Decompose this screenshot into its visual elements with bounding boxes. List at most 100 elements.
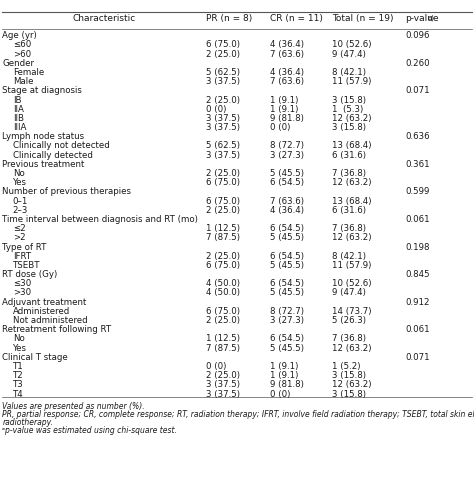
Text: 6 (31.6): 6 (31.6) [332,206,366,215]
Text: ≤2: ≤2 [13,224,26,233]
Text: 3 (15.8): 3 (15.8) [332,371,366,380]
Text: 0.096: 0.096 [405,31,430,40]
Text: 0.198: 0.198 [405,243,430,251]
Text: 0.061: 0.061 [405,215,430,224]
Text: Total (n = 19): Total (n = 19) [332,14,393,23]
Text: 3 (37.5): 3 (37.5) [206,151,240,160]
Text: 8 (72.7): 8 (72.7) [270,141,304,150]
Text: 1  (5.3): 1 (5.3) [332,105,363,114]
Text: 7 (36.8): 7 (36.8) [332,224,366,233]
Text: 3 (37.5): 3 (37.5) [206,389,240,398]
Text: 0–1: 0–1 [13,197,28,206]
Text: 13 (68.4): 13 (68.4) [332,197,371,206]
Text: 2 (25.0): 2 (25.0) [206,316,240,325]
Text: 9 (47.4): 9 (47.4) [332,50,365,59]
Text: 5 (45.5): 5 (45.5) [270,234,304,243]
Text: 9 (81.8): 9 (81.8) [270,114,304,123]
Text: 7 (87.5): 7 (87.5) [206,344,240,353]
Text: IIIA: IIIA [13,123,26,132]
Text: T4: T4 [13,389,24,398]
Text: 3 (27.3): 3 (27.3) [270,316,304,325]
Text: 0.912: 0.912 [405,298,430,307]
Text: 9 (81.8): 9 (81.8) [270,380,304,389]
Text: CR (n = 11): CR (n = 11) [270,14,323,23]
Text: 0 (0): 0 (0) [206,362,227,371]
Text: 8 (42.1): 8 (42.1) [332,68,366,77]
Text: 11 (57.9): 11 (57.9) [332,261,371,270]
Text: 12 (63.2): 12 (63.2) [332,380,371,389]
Text: 1 (9.1): 1 (9.1) [270,105,299,114]
Text: 1 (12.5): 1 (12.5) [206,224,240,233]
Text: Gender: Gender [2,59,35,68]
Text: 6 (75.0): 6 (75.0) [206,197,240,206]
Text: 1 (5.2): 1 (5.2) [332,362,360,371]
Text: IFRT: IFRT [13,251,31,261]
Text: 5 (62.5): 5 (62.5) [206,141,240,150]
Text: 5 (45.5): 5 (45.5) [270,261,304,270]
Text: Number of previous therapies: Number of previous therapies [2,187,131,196]
Text: 5 (62.5): 5 (62.5) [206,68,240,77]
Text: Lymph node status: Lymph node status [2,132,84,141]
Text: 4 (36.4): 4 (36.4) [270,206,304,215]
Text: 3 (37.5): 3 (37.5) [206,77,240,86]
Text: radiotherapy.: radiotherapy. [2,418,53,427]
Text: 4 (50.0): 4 (50.0) [206,279,240,288]
Text: 1 (9.1): 1 (9.1) [270,371,299,380]
Text: 1 (12.5): 1 (12.5) [206,335,240,344]
Text: Stage at diagnosis: Stage at diagnosis [2,86,82,95]
Text: 7 (63.6): 7 (63.6) [270,197,304,206]
Text: 10 (52.6): 10 (52.6) [332,279,371,288]
Text: 6 (54.5): 6 (54.5) [270,335,304,344]
Text: 3 (37.5): 3 (37.5) [206,123,240,132]
Text: T1: T1 [13,362,24,371]
Text: Age (yr): Age (yr) [2,31,37,40]
Text: 5 (26.3): 5 (26.3) [332,316,366,325]
Text: 12 (63.2): 12 (63.2) [332,178,371,187]
Text: 3 (15.8): 3 (15.8) [332,96,366,105]
Text: 3 (37.5): 3 (37.5) [206,380,240,389]
Text: 2 (25.0): 2 (25.0) [206,96,240,105]
Text: ᵃp-value was estimated using chi-square test.: ᵃp-value was estimated using chi-square … [2,426,177,435]
Text: 0 (0): 0 (0) [270,389,291,398]
Text: 6 (54.5): 6 (54.5) [270,224,304,233]
Text: Previous treatment: Previous treatment [2,160,85,169]
Text: 6 (54.5): 6 (54.5) [270,251,304,261]
Text: 5 (45.5): 5 (45.5) [270,288,304,297]
Text: Characteristic: Characteristic [73,14,136,23]
Text: 5 (45.5): 5 (45.5) [270,344,304,353]
Text: 6 (54.5): 6 (54.5) [270,279,304,288]
Text: 11 (57.9): 11 (57.9) [332,77,371,86]
Text: 0 (0): 0 (0) [270,123,291,132]
Text: TSEBT: TSEBT [13,261,40,270]
Text: 0.599: 0.599 [405,187,429,196]
Text: 2 (25.0): 2 (25.0) [206,251,240,261]
Text: 14 (73.7): 14 (73.7) [332,307,371,316]
Text: 6 (54.5): 6 (54.5) [270,178,304,187]
Text: IIA: IIA [13,105,24,114]
Text: 6 (75.0): 6 (75.0) [206,40,240,49]
Text: 0.636: 0.636 [405,132,430,141]
Text: IB: IB [13,96,21,105]
Text: 7 (36.8): 7 (36.8) [332,169,366,178]
Text: 6 (31.6): 6 (31.6) [332,151,366,160]
Text: 3 (15.8): 3 (15.8) [332,389,366,398]
Text: No: No [13,335,25,344]
Text: 5 (45.5): 5 (45.5) [270,169,304,178]
Text: 0 (0): 0 (0) [206,105,227,114]
Text: Type of RT: Type of RT [2,243,47,251]
Text: 4 (50.0): 4 (50.0) [206,288,240,297]
Text: 6 (75.0): 6 (75.0) [206,178,240,187]
Text: Male: Male [13,77,33,86]
Text: 7 (63.6): 7 (63.6) [270,50,304,59]
Text: 13 (68.4): 13 (68.4) [332,141,371,150]
Text: 4 (36.4): 4 (36.4) [270,68,304,77]
Text: 2 (25.0): 2 (25.0) [206,206,240,215]
Text: 1 (9.1): 1 (9.1) [270,362,299,371]
Text: 0.071: 0.071 [405,353,430,362]
Text: PR, partial response; CR, complete response; RT, radiation therapy; IFRT, involv: PR, partial response; CR, complete respo… [2,410,474,419]
Text: No: No [13,169,25,178]
Text: 9 (47.4): 9 (47.4) [332,288,365,297]
Text: p-value: p-value [405,14,439,23]
Text: Clinically not detected: Clinically not detected [13,141,109,150]
Text: Yes: Yes [13,344,27,353]
